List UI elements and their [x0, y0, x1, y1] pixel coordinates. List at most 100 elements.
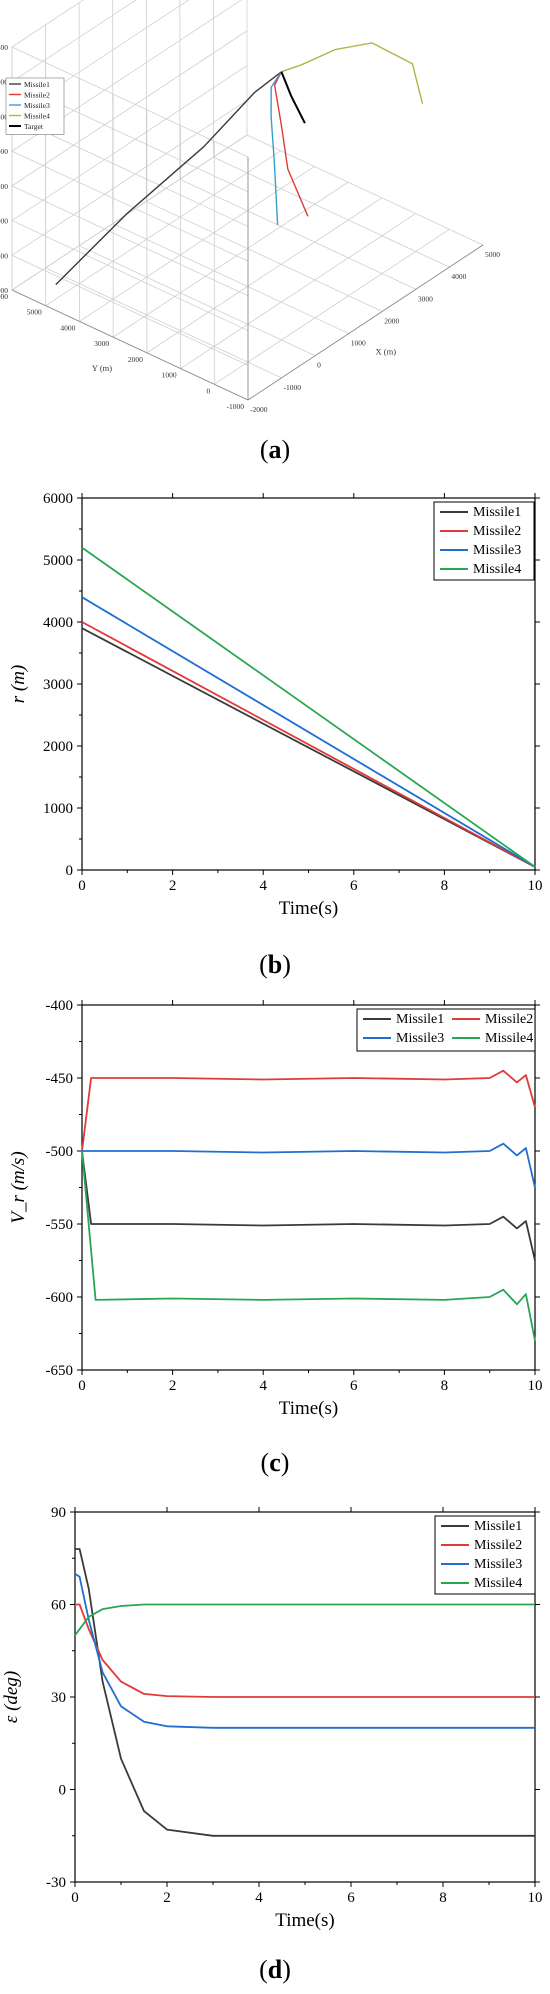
y-tick-label-b-0: 0 [66, 863, 74, 879]
x-tick-label-d-6: 6 [347, 1890, 355, 1906]
x-tick-label-a--2000: -2000 [250, 405, 268, 414]
y-tick-label-b-3000: 3000 [43, 677, 73, 693]
grid-wall-xz-1 [11, 99, 248, 256]
series-line-b-missile4 [81, 546, 536, 868]
grid-wall-xz-3 [11, 30, 248, 187]
x-tick-label-b-6: 6 [350, 878, 358, 894]
grid-wall-xz-7 [11, 0, 84, 48]
series-line-d-missile2 [75, 1603, 535, 1698]
x-tick-label-a-5000: 5000 [485, 250, 500, 259]
legend-label-b-missile4: Missile4 [473, 562, 521, 577]
x-tick-label-d-8: 8 [439, 1890, 447, 1906]
grid-wall-yz-1 [11, 254, 249, 366]
grid-floor-x-5 [179, 178, 417, 290]
legend-label-a-missile1: Missile1 [24, 80, 50, 89]
x-tick-label-d-0: 0 [71, 1890, 79, 1906]
legend-label-c-missile3: Missile3 [396, 1031, 444, 1046]
grid-floor-x-7 [246, 134, 484, 246]
series-line-b-missile3 [81, 596, 536, 868]
series-line-b-missile2 [81, 621, 536, 868]
y-axis-label-a: Y (m) [92, 363, 112, 373]
legend-label-a-missile2: Missile2 [24, 91, 50, 100]
legend-label-b-missile1: Missile1 [473, 505, 521, 520]
y-tick-label-c--600: -600 [46, 1290, 74, 1306]
x-axis-label-b: Time(s) [279, 898, 338, 919]
caption-d: (d) [259, 1955, 291, 1984]
y-tick-label-b-1000: 1000 [43, 801, 73, 817]
y-tick-label-a-5000: 5000 [27, 308, 42, 317]
series-line-a-missile1 [55, 71, 282, 286]
legend-label-a-missile4: Missile4 [24, 112, 50, 121]
z-tick-label-a-4500: 4500 [0, 43, 8, 52]
grid-floor-y-3 [146, 197, 383, 354]
series-line-d-missile3 [74, 1572, 535, 1729]
y-tick-label-c--450: -450 [46, 1071, 74, 1087]
y-tick-label-b-2000: 2000 [43, 739, 73, 755]
legend-label-d-missile1: Missile1 [474, 1519, 522, 1534]
grid-wall-xz-6 [11, 0, 137, 83]
y-axis-line [11, 289, 249, 401]
x-tick-label-a-1000: 1000 [351, 339, 366, 348]
x-tick-label-a-2000: 2000 [384, 316, 399, 325]
z-tick-label-a-4000: 4000 [0, 78, 8, 87]
x-tick-label-a-3000: 3000 [418, 294, 433, 303]
legend-label-c-missile2: Missile2 [485, 1012, 533, 1027]
x-tick-label-b-4: 4 [259, 878, 267, 894]
series-line-a-missile2 [273, 71, 309, 217]
z-tick-label-a-3000: 3000 [0, 147, 8, 156]
x-tick-label-d-2: 2 [163, 1890, 171, 1906]
caption-b: (b) [259, 950, 291, 979]
y-tick-label-d-30: 30 [51, 1690, 66, 1706]
legend-label-c-missile1: Missile1 [396, 1012, 444, 1027]
y-tick-label-b-5000: 5000 [43, 553, 73, 569]
x-tick-label-a--1000: -1000 [284, 383, 302, 392]
grid-floor-x-6 [213, 156, 450, 268]
z-tick-label-a-2500: 2500 [0, 182, 8, 191]
legend-label-a-target: Target [24, 122, 44, 131]
x-axis-label-c: Time(s) [279, 1398, 338, 1419]
x-axis-label-a: X (m) [376, 347, 397, 357]
y-tick-label-a-1000: 1000 [162, 371, 177, 380]
y-tick-label-c--400: -400 [46, 998, 74, 1014]
y-tick-label-c--550: -550 [46, 1217, 74, 1233]
series-line-d-missile1 [75, 1548, 535, 1837]
z-tick-label-a-1500: 1500 [0, 251, 8, 260]
y-tick-label-d-60: 60 [51, 1598, 66, 1614]
chart-c: 0 2 4 6 8 10 -650 -600 -550 -500 -450 -400 Time(s) V_… [8, 998, 543, 1419]
series-line-c-missile1 [81, 1150, 536, 1261]
z-tick-label-a-1000: 1000 [0, 286, 8, 295]
series-line-a-missile4 [281, 42, 424, 104]
grid-floor-x-3 [112, 223, 349, 334]
grid-floor-x-4 [146, 201, 383, 312]
series-line-c-missile4 [81, 1150, 536, 1341]
series-line-c-missile3 [82, 1142, 536, 1188]
x-tick-label-b-0: 0 [78, 878, 86, 894]
legend-box-d [434, 1515, 536, 1595]
y-tick-label-a-6000: 6000 [0, 292, 8, 301]
series-line-c-missile2 [81, 1069, 536, 1152]
x-tick-label-c-10: 10 [528, 1378, 543, 1394]
x-tick-label-b-8: 8 [441, 878, 449, 894]
x-tick-label-a-0: 0 [317, 361, 321, 370]
y-tick-label-d-0: 0 [59, 1783, 67, 1799]
legend-label-d-missile3: Missile3 [474, 1557, 522, 1572]
grid-floor-x-1 [45, 267, 282, 379]
y-tick-label-a-3000: 3000 [94, 339, 109, 348]
x-tick-label-c-6: 6 [350, 1378, 358, 1394]
y-tick-label-b-6000: 6000 [43, 491, 73, 507]
z-tick-label-a-2000: 2000 [0, 217, 8, 226]
x-tick-label-c-4: 4 [259, 1378, 267, 1394]
legend-label-b-missile3: Missile3 [473, 543, 521, 558]
legend-label-d-missile2: Missile2 [474, 1538, 522, 1553]
caption-c: (c) [260, 1448, 290, 1477]
x-tick-label-c-8: 8 [441, 1378, 449, 1394]
chart-d: 0 2 4 6 8 10 -30 0 30 60 90 Time(s) ε (deg) Missile1 M… [1, 1505, 543, 1931]
grid-wall-yz-3 [11, 185, 249, 297]
y-tick-label-a--1000: -1000 [227, 402, 245, 411]
y-axis-label-b: r (m) [8, 665, 29, 704]
x-axis-line [247, 244, 484, 401]
legend-label-c-missile4: Missile4 [485, 1031, 533, 1046]
legend-box-b [433, 501, 535, 581]
series-line-d-missile4 [74, 1603, 535, 1636]
plot-frame-c [81, 1004, 536, 1371]
